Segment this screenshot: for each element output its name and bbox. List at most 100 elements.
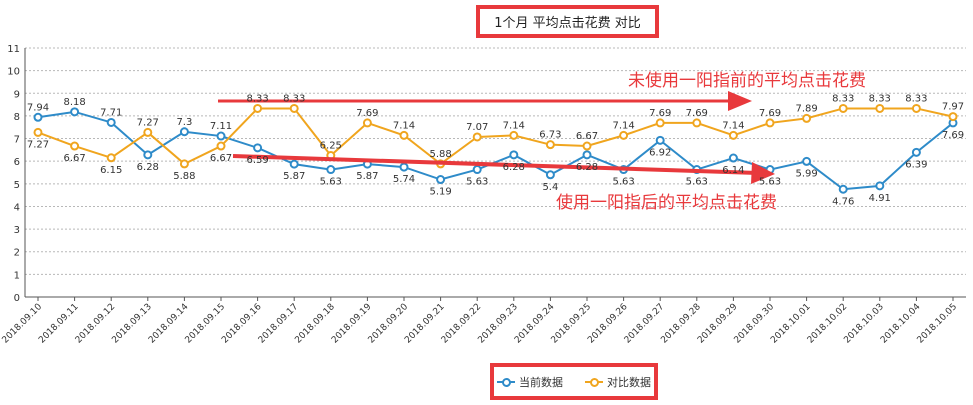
data-label: 5.63 [612, 177, 634, 188]
data-point [692, 118, 702, 128]
data-point [802, 113, 812, 123]
data-label: 8.33 [869, 93, 891, 104]
data-point [838, 103, 848, 113]
data-point [33, 112, 43, 122]
data-label: 6.15 [100, 165, 122, 176]
y-tick-label: 7 [14, 135, 20, 146]
data-label: 5.63 [759, 177, 781, 188]
data-label: 5.4 [542, 182, 558, 193]
data-label: 7.89 [795, 103, 817, 114]
data-point [289, 159, 299, 169]
data-label: 5.99 [795, 168, 817, 179]
data-label: 7.07 [466, 122, 488, 133]
legend-swatch-compare [585, 377, 603, 387]
x-axis: 2018.09.102018.09.112018.09.122018.09.13… [1, 296, 966, 346]
data-point [399, 162, 409, 172]
data-label: 5.19 [429, 187, 451, 198]
data-point [216, 141, 226, 151]
data-point [33, 127, 43, 137]
data-label: 6.28 [503, 162, 525, 173]
data-labels: 7.94 8.18 7.71 6.28 7.3 7.11 6.59 5.87 5.63 5.87 5… [27, 93, 964, 207]
data-label: 7.27 [137, 117, 159, 128]
y-tick-label: 8 [14, 112, 20, 123]
data-point [655, 118, 665, 128]
data-label: 8.33 [832, 93, 854, 104]
y-tick-label: 0 [14, 293, 20, 304]
data-point [838, 184, 848, 194]
arrow-after-head [751, 162, 775, 184]
data-label: 5.88 [429, 149, 451, 160]
data-point [253, 143, 263, 153]
legend-item-compare[interactable]: 对比数据 [585, 374, 651, 390]
data-label: 4.91 [869, 193, 891, 204]
y-tick-label: 10 [7, 67, 20, 78]
data-label: 6.28 [137, 162, 159, 173]
data-point [765, 118, 775, 128]
data-point [179, 127, 189, 137]
data-label: 7.94 [27, 102, 49, 113]
y-tick-label: 11 [7, 44, 20, 55]
y-tick-label: 2 [14, 248, 20, 259]
data-point [436, 175, 446, 185]
y-tick-label: 9 [14, 89, 20, 100]
data-label: 6.59 [246, 155, 268, 166]
data-point [582, 141, 592, 151]
data-point [70, 107, 80, 117]
data-point [143, 150, 153, 160]
data-label: 8.18 [63, 97, 85, 108]
data-label: 8.33 [283, 93, 305, 104]
data-point [875, 181, 885, 191]
data-point [253, 103, 263, 113]
y-tick-label: 6 [14, 157, 20, 168]
data-label: 5.87 [356, 171, 378, 182]
data-label: 7.3 [176, 117, 192, 128]
legend-item-current[interactable]: 当前数据 [497, 374, 563, 390]
data-label: 6.73 [539, 130, 561, 141]
data-point [911, 147, 921, 157]
legend-swatch-current [497, 377, 515, 387]
data-point [728, 153, 738, 163]
data-label: 7.14 [503, 120, 525, 131]
data-label: 7.69 [356, 108, 378, 119]
data-label: 5.74 [393, 174, 415, 185]
data-point [70, 141, 80, 151]
data-label: 5.63 [320, 177, 342, 188]
data-label: 6.67 [576, 131, 598, 142]
legend-label-current: 当前数据 [519, 375, 563, 389]
data-label: 6.14 [722, 165, 744, 176]
data-point [545, 140, 555, 150]
y-tick-label: 5 [14, 180, 20, 191]
chart-title: 1个月 平均点击花费 对比 [494, 16, 641, 31]
data-label: 7.14 [612, 120, 634, 131]
data-point [545, 170, 555, 180]
data-label: 5.88 [173, 171, 195, 182]
data-point [179, 159, 189, 169]
data-point [472, 132, 482, 142]
y-tick-label: 3 [14, 225, 20, 236]
series-line-0 [37, 110, 954, 191]
data-point [802, 156, 812, 166]
data-label: 7.14 [393, 120, 415, 131]
data-label: 8.33 [246, 93, 268, 104]
data-label: 5.87 [283, 171, 305, 182]
data-point [911, 103, 921, 113]
data-point [728, 130, 738, 140]
chart-title-frame: 1个月 平均点击花费 对比 [476, 5, 659, 38]
data-label: 7.97 [942, 102, 964, 113]
y-tick-label: 4 [14, 202, 20, 213]
data-point [619, 130, 629, 140]
data-point [472, 165, 482, 175]
data-point [582, 150, 592, 160]
data-point [509, 130, 519, 140]
data-point [655, 135, 665, 145]
y-tick-label: 1 [14, 270, 20, 281]
data-label: 4.76 [832, 196, 854, 207]
data-label: 7.69 [649, 108, 671, 119]
data-point [509, 150, 519, 160]
legend-label-compare: 对比数据 [607, 375, 651, 389]
series-line-1 [37, 107, 954, 166]
data-label: 7.14 [722, 120, 744, 131]
series-layer [33, 103, 958, 194]
data-point [875, 103, 885, 113]
